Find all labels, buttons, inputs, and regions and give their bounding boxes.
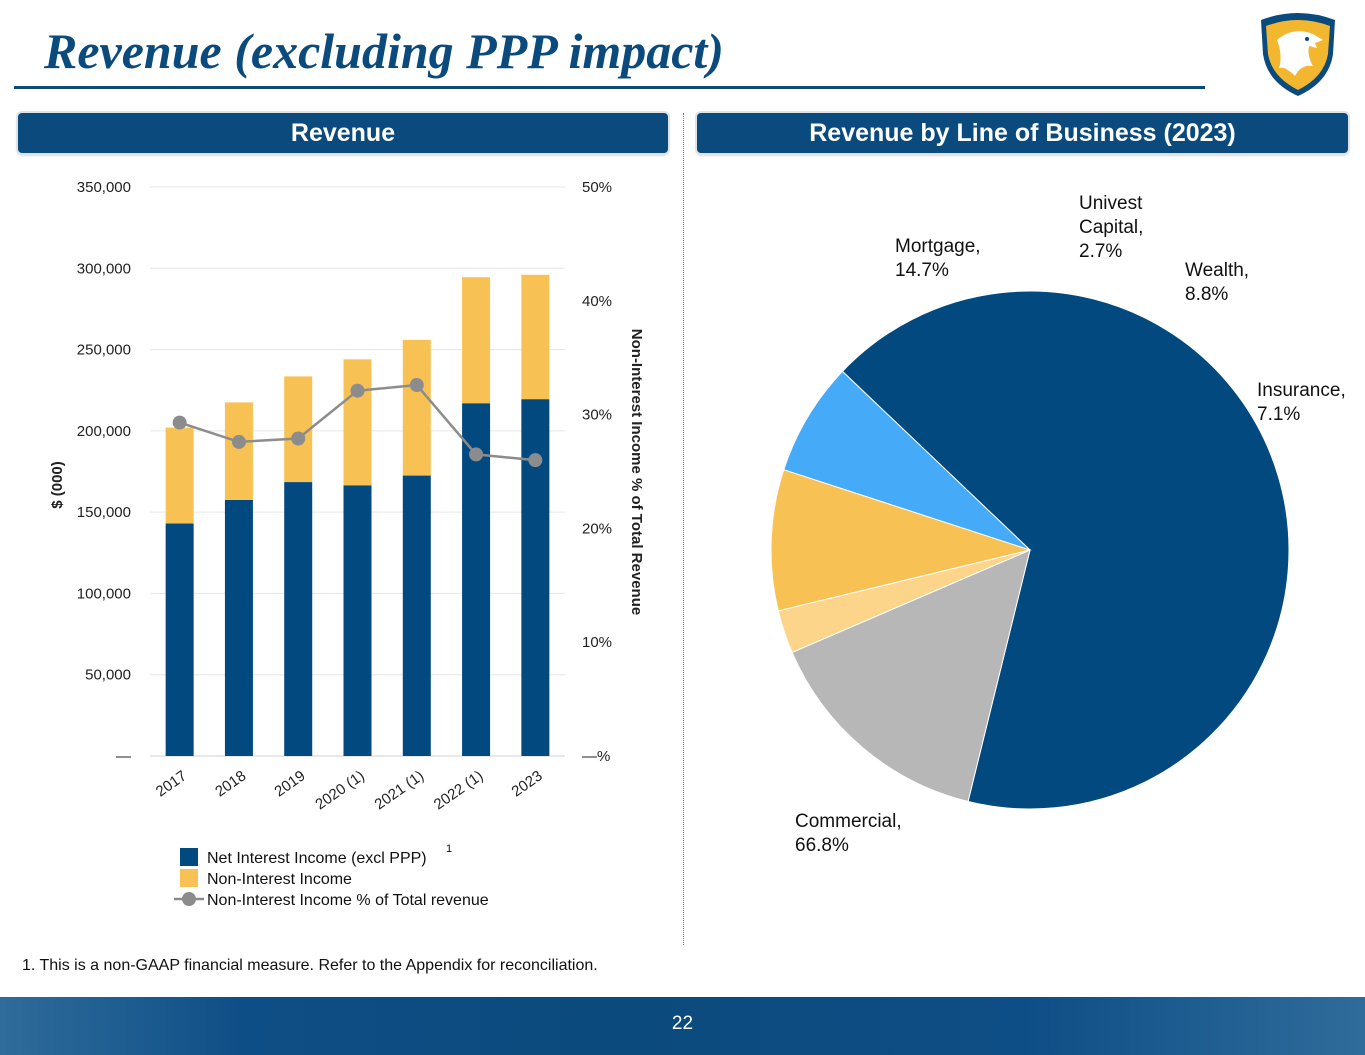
bar-non-interest-income xyxy=(224,402,253,500)
left-axis-tick-label: 150,000 xyxy=(77,504,131,521)
bar-net-interest-income xyxy=(284,482,313,756)
legend-label-pct: Non-Interest Income % of Total revenue xyxy=(207,892,489,909)
non-interest-pct-point xyxy=(172,415,187,430)
bar-net-interest-income xyxy=(224,499,253,756)
left-axis-tick-label: 250,000 xyxy=(77,342,131,359)
page-number: 22 xyxy=(671,1013,694,1034)
non-interest-pct-point xyxy=(231,434,246,449)
left-axis-tick-label: 350,000 xyxy=(77,179,131,196)
bar-non-interest-income xyxy=(402,339,431,476)
pie-slice-commercial xyxy=(841,290,1290,810)
bar-net-interest-income xyxy=(521,399,550,756)
pie-label-mortgage: 14.7% xyxy=(895,260,949,281)
legend-swatch-net-interest xyxy=(180,848,198,866)
pie-label-univest-capital: Univest xyxy=(1079,193,1143,214)
bar-net-interest-income xyxy=(462,403,491,756)
bar-non-interest-income xyxy=(462,277,491,404)
left-axis-tick-label: — xyxy=(116,748,131,765)
x-axis-tick-label: 2019 xyxy=(271,767,308,800)
bar-non-interest-income xyxy=(165,427,194,524)
x-axis-tick-label: 2022 (1) xyxy=(431,767,487,813)
bar-net-interest-income xyxy=(165,523,194,756)
bar-net-interest-income xyxy=(343,485,372,756)
right-axis-tick-label: 40% xyxy=(582,293,612,310)
x-axis-tick-label: 2021 (1) xyxy=(372,767,428,813)
left-axis-tick-label: 50,000 xyxy=(85,667,131,684)
bar-non-interest-income xyxy=(343,359,372,486)
bar-net-interest-income xyxy=(402,475,431,756)
legend-label-non-interest: Non-Interest Income xyxy=(207,871,352,888)
pie-slice-insurance xyxy=(783,370,1031,551)
pie-label-commercial: Commercial, xyxy=(795,811,902,832)
footnote: 1. This is a non-GAAP financial measure.… xyxy=(22,957,598,974)
non-interest-pct-point xyxy=(409,378,424,393)
x-axis-tick-label: 2017 xyxy=(153,767,190,800)
pie-label-univest-capital: 2.7% xyxy=(1079,241,1122,262)
revenue-bar-chart: — 50,000 100,000 150,000 200,000 250,000 300,0… xyxy=(49,179,645,909)
non-interest-pct-point xyxy=(350,383,365,398)
bar-non-interest-income xyxy=(521,274,550,400)
pie-label-wealth: 8.8% xyxy=(1185,284,1228,305)
legend-superscript: 1 xyxy=(446,843,452,855)
pie-label-commercial: 66.8% xyxy=(795,835,849,856)
pie-label-mortgage: Mortgage, xyxy=(895,236,981,257)
footer-band xyxy=(0,997,1365,1055)
right-axis-tick-label: —% xyxy=(582,748,610,765)
left-axis-tick-label: 300,000 xyxy=(77,260,131,277)
x-axis-tick-label: 2018 xyxy=(212,767,249,800)
panel-divider xyxy=(683,113,684,945)
left-axis-tick-label: 200,000 xyxy=(77,423,131,440)
line-of-business-panel-header: Revenue by Line of Business (2023) xyxy=(697,113,1348,153)
right-axis-tick-label: 10% xyxy=(582,634,612,651)
revenue-by-line-of-business-pie-chart: Commercial, 66.8% Mortgage, 14.7% Univest Cap… xyxy=(770,193,1346,856)
eagle-shield-logo xyxy=(1261,13,1335,96)
pie-label-wealth: Wealth, xyxy=(1185,260,1249,281)
non-interest-pct-point xyxy=(469,447,484,462)
pie-label-insurance: Insurance, xyxy=(1257,380,1346,401)
non-interest-pct-point xyxy=(291,431,306,446)
right-axis-tick-label: 20% xyxy=(582,520,612,537)
right-axis-tick-label: 30% xyxy=(582,407,612,424)
pie-label-insurance: 7.1% xyxy=(1257,404,1300,425)
x-axis-tick-label: 2023 xyxy=(509,767,546,800)
pie-slice-mortgage xyxy=(791,549,1031,803)
pie-label-univest-capital: Capital, xyxy=(1079,217,1143,238)
legend-marker-pct xyxy=(182,892,196,906)
legend-swatch-non-interest xyxy=(180,869,198,887)
bar-non-interest-income xyxy=(284,376,313,483)
title-underline xyxy=(14,86,1205,89)
revenue-panel-header: Revenue xyxy=(18,113,668,153)
non-interest-pct-point xyxy=(528,453,543,468)
legend-label-net-interest: Net Interest Income (excl PPP) xyxy=(207,850,427,867)
x-axis-tick-label: 2020 (1) xyxy=(312,767,368,813)
right-axis-tick-label: 50% xyxy=(582,179,612,196)
right-axis-title: Non-Interest Income % of Total Revenue xyxy=(628,329,645,615)
left-axis-title: $ (000) xyxy=(49,461,66,509)
left-axis-tick-label: 100,000 xyxy=(77,585,131,602)
pie-slice-wealth xyxy=(770,469,1032,612)
slide-title: Revenue (excluding PPP impact) xyxy=(44,23,724,79)
